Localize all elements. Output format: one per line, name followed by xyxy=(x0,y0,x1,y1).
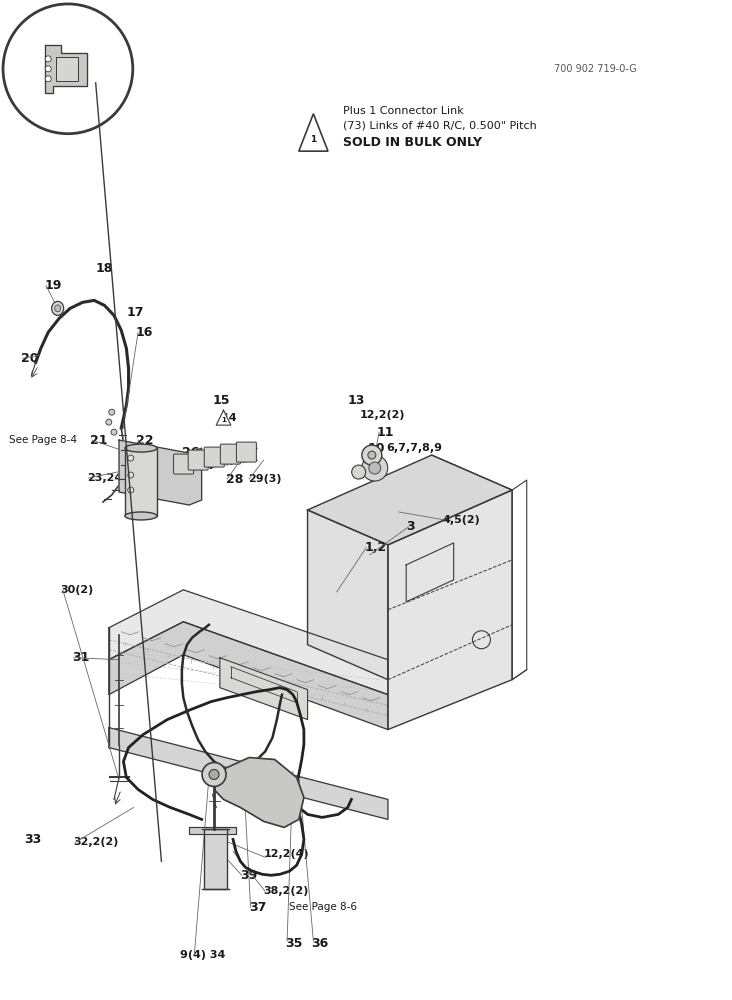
Circle shape xyxy=(362,445,382,465)
Circle shape xyxy=(351,465,366,479)
FancyBboxPatch shape xyxy=(220,444,240,464)
Text: 3: 3 xyxy=(406,520,415,533)
Circle shape xyxy=(106,419,112,425)
Text: 23,24(4): 23,24(4) xyxy=(87,473,141,483)
Circle shape xyxy=(128,487,134,493)
Text: 33: 33 xyxy=(24,833,41,846)
Text: 27: 27 xyxy=(199,459,217,472)
Text: SOLD IN BULK ONLY: SOLD IN BULK ONLY xyxy=(343,136,482,149)
Text: 13: 13 xyxy=(348,394,365,407)
Text: 1: 1 xyxy=(310,135,316,144)
Text: 700 902 719-0-G: 700 902 719-0-G xyxy=(553,64,636,74)
Polygon shape xyxy=(299,114,328,151)
Text: See Page 8-6: See Page 8-6 xyxy=(289,902,357,912)
Circle shape xyxy=(109,409,115,415)
Text: 17: 17 xyxy=(127,306,144,319)
FancyBboxPatch shape xyxy=(204,447,224,467)
Text: 39: 39 xyxy=(240,869,258,882)
Polygon shape xyxy=(220,658,307,720)
Circle shape xyxy=(45,56,51,62)
FancyBboxPatch shape xyxy=(173,454,193,474)
FancyBboxPatch shape xyxy=(56,57,78,81)
Polygon shape xyxy=(307,510,388,680)
Text: 28: 28 xyxy=(225,473,243,486)
Text: 19: 19 xyxy=(45,279,62,292)
Circle shape xyxy=(209,769,219,779)
Text: 21: 21 xyxy=(90,434,108,447)
Circle shape xyxy=(202,763,226,786)
Polygon shape xyxy=(119,440,201,505)
Text: 35: 35 xyxy=(285,937,303,950)
Text: 30(2): 30(2) xyxy=(61,585,94,595)
Polygon shape xyxy=(109,728,388,819)
Text: 6,7,7,8,9: 6,7,7,8,9 xyxy=(386,443,442,453)
Circle shape xyxy=(362,455,388,481)
Text: 1: 1 xyxy=(221,417,226,423)
Text: 12,2(4): 12,2(4) xyxy=(264,849,310,859)
Text: 36: 36 xyxy=(311,937,329,950)
FancyBboxPatch shape xyxy=(125,448,157,516)
Text: 14: 14 xyxy=(221,413,237,423)
Text: 31: 31 xyxy=(72,651,89,664)
Ellipse shape xyxy=(125,512,157,520)
Text: 9(4) 34: 9(4) 34 xyxy=(179,950,225,960)
Polygon shape xyxy=(189,827,236,834)
Circle shape xyxy=(128,455,134,461)
Circle shape xyxy=(45,76,51,82)
Polygon shape xyxy=(307,455,512,545)
Text: 32,2(2): 32,2(2) xyxy=(74,837,119,847)
Text: 16: 16 xyxy=(136,326,153,339)
FancyBboxPatch shape xyxy=(236,442,256,462)
Text: See Page 8-4: See Page 8-4 xyxy=(10,435,78,445)
Text: 12,2(2): 12,2(2) xyxy=(360,410,406,420)
Text: 11: 11 xyxy=(377,426,395,439)
Polygon shape xyxy=(388,490,512,730)
Text: 4,5(2): 4,5(2) xyxy=(443,515,480,525)
Ellipse shape xyxy=(125,444,157,452)
Circle shape xyxy=(3,4,132,134)
Polygon shape xyxy=(109,622,388,730)
Text: 1,2: 1,2 xyxy=(365,541,386,554)
Text: 25: 25 xyxy=(160,466,177,479)
Circle shape xyxy=(45,66,51,72)
Circle shape xyxy=(369,462,381,474)
Polygon shape xyxy=(109,590,388,695)
Text: 29(3): 29(3) xyxy=(247,474,281,484)
Text: 26: 26 xyxy=(182,446,199,459)
Circle shape xyxy=(368,451,376,459)
Ellipse shape xyxy=(52,301,64,315)
Text: (73) Links of #40 R/C, 0.500" Pitch: (73) Links of #40 R/C, 0.500" Pitch xyxy=(343,121,537,131)
Text: 38,2(2): 38,2(2) xyxy=(264,886,309,896)
Polygon shape xyxy=(216,410,231,425)
Text: 20: 20 xyxy=(21,352,39,365)
FancyBboxPatch shape xyxy=(188,450,208,470)
Circle shape xyxy=(111,429,117,435)
Text: 15: 15 xyxy=(212,394,230,407)
Text: 22: 22 xyxy=(136,434,154,447)
FancyBboxPatch shape xyxy=(203,829,227,889)
Text: 10: 10 xyxy=(367,442,385,455)
Text: 37: 37 xyxy=(249,901,266,914)
Text: Plus 1 Connector Link: Plus 1 Connector Link xyxy=(343,106,463,116)
Circle shape xyxy=(128,472,134,478)
Text: 18: 18 xyxy=(96,262,113,275)
Ellipse shape xyxy=(55,305,61,312)
Polygon shape xyxy=(45,45,87,93)
Polygon shape xyxy=(214,758,304,827)
